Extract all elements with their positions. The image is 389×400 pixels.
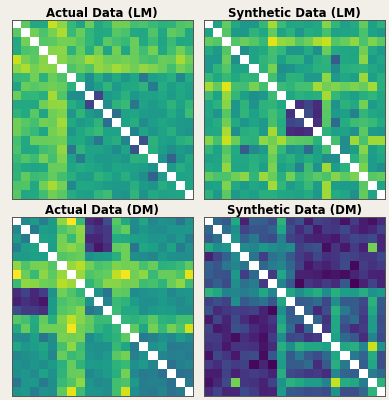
Title: Synthetic Data (DM): Synthetic Data (DM) — [227, 204, 362, 217]
Title: Actual Data (DM): Actual Data (DM) — [46, 204, 159, 217]
Title: Actual Data (LM): Actual Data (LM) — [47, 7, 158, 20]
Title: Synthetic Data (LM): Synthetic Data (LM) — [228, 7, 361, 20]
